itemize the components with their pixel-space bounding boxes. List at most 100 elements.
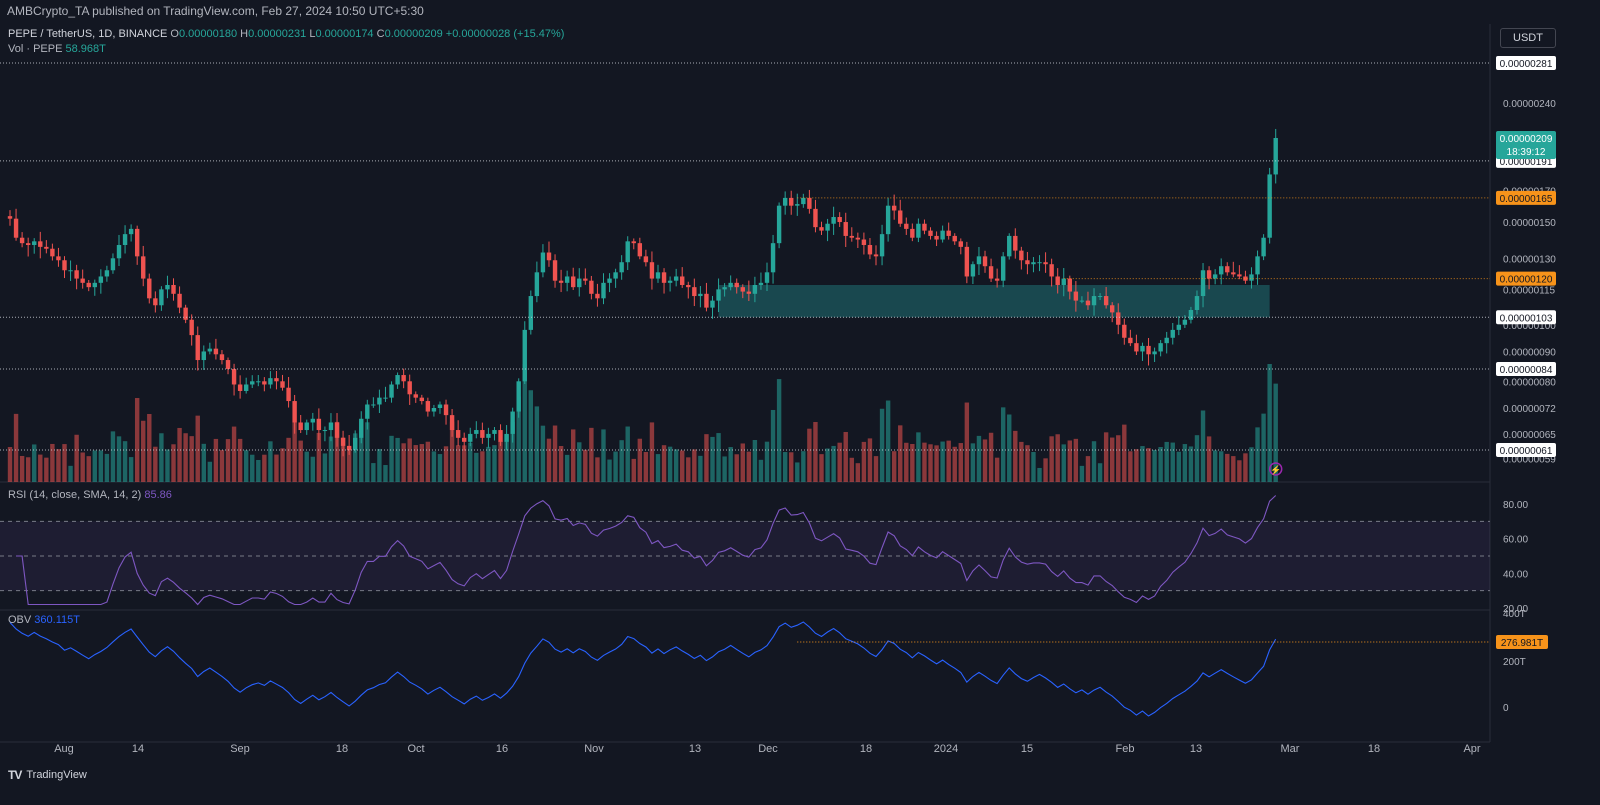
candle-body bbox=[1219, 266, 1224, 275]
volume-bar bbox=[558, 446, 564, 482]
candle-body bbox=[770, 243, 776, 273]
candle-body bbox=[310, 418, 315, 423]
candle-body bbox=[801, 197, 806, 205]
volume-bar bbox=[32, 444, 37, 482]
level-label-box bbox=[1496, 310, 1556, 325]
candle-body bbox=[262, 381, 267, 385]
candle-body bbox=[619, 262, 624, 273]
candle-body bbox=[1037, 262, 1042, 264]
volume-bar bbox=[1255, 427, 1260, 482]
candle-body bbox=[44, 246, 49, 249]
volume-bar bbox=[922, 442, 927, 482]
volume-bar bbox=[789, 452, 794, 482]
volume-bar bbox=[861, 441, 867, 482]
volume-bar bbox=[243, 450, 249, 482]
time-tick-label: 13 bbox=[1190, 743, 1202, 755]
volume-bar bbox=[1043, 458, 1048, 482]
rsi-legend[interactable]: RSI (14, close, SMA, 14, 2) 85.86 bbox=[8, 489, 172, 501]
volume-bar bbox=[813, 422, 818, 482]
candle-body bbox=[625, 241, 630, 263]
volume-bar bbox=[231, 426, 237, 482]
candle-body bbox=[1109, 305, 1115, 313]
candle-body bbox=[1007, 235, 1012, 257]
volume-bar bbox=[667, 446, 673, 482]
volume-bar bbox=[1225, 453, 1230, 482]
volume-bar bbox=[1188, 446, 1194, 482]
candle-body bbox=[280, 381, 285, 388]
volume-bar bbox=[964, 402, 970, 482]
volume-bar bbox=[177, 427, 182, 482]
candle-body bbox=[134, 228, 140, 257]
candle-body bbox=[1182, 319, 1188, 325]
candle-body bbox=[577, 278, 582, 288]
chart-canvas[interactable]: ⚡ 0.000002400.000001700.000001500.000001… bbox=[0, 24, 1600, 805]
candle-body bbox=[673, 276, 679, 281]
level-label-box bbox=[1496, 190, 1556, 205]
volume-bar bbox=[692, 449, 697, 482]
candle-body bbox=[522, 329, 527, 382]
volume-bar bbox=[988, 432, 994, 482]
volume-bar bbox=[571, 429, 576, 482]
tradingview-brand[interactable]: TV TradingView bbox=[8, 768, 87, 782]
candle-body bbox=[286, 387, 291, 402]
low-label: L bbox=[309, 28, 316, 40]
volume-bar bbox=[873, 456, 879, 482]
volume-legend[interactable]: Vol · PEPE 58.968T bbox=[8, 43, 106, 55]
candle-body bbox=[704, 293, 709, 308]
volume-bar bbox=[104, 453, 110, 482]
volume-bar bbox=[904, 442, 909, 482]
candle-body bbox=[952, 235, 957, 242]
obv-value: 360.115T bbox=[34, 614, 80, 626]
volume-bar bbox=[407, 438, 412, 482]
candle-body bbox=[1013, 235, 1018, 251]
currency-button[interactable]: USDT bbox=[1500, 28, 1556, 48]
volume-bar bbox=[583, 449, 588, 482]
time-tick-label: Nov bbox=[584, 743, 604, 755]
candle-body bbox=[922, 223, 927, 231]
candle-body bbox=[843, 222, 848, 236]
candle-body bbox=[419, 397, 425, 402]
volume-bar bbox=[631, 458, 636, 482]
candle-body bbox=[292, 401, 297, 423]
price-tick-label: 0.00000150 bbox=[1503, 218, 1556, 229]
volume-bar bbox=[516, 396, 521, 482]
volume-bar bbox=[425, 441, 431, 482]
volume-bar bbox=[92, 450, 97, 482]
volume-bar bbox=[474, 452, 479, 482]
obv-level-box bbox=[1496, 635, 1548, 649]
candle-body bbox=[25, 243, 31, 246]
candle-body bbox=[455, 430, 461, 438]
volume-bar bbox=[837, 442, 842, 482]
volume-bar bbox=[134, 398, 140, 482]
time-tick-label: 13 bbox=[689, 743, 701, 755]
candle-body bbox=[710, 300, 715, 308]
volume-bar bbox=[1085, 456, 1091, 482]
volume-bar bbox=[213, 438, 219, 482]
obv-legend[interactable]: OBV 360.115T bbox=[8, 614, 80, 626]
volume-bar bbox=[595, 457, 600, 482]
current-price-box bbox=[1496, 130, 1556, 159]
candle-body bbox=[964, 246, 970, 277]
volume-bar bbox=[128, 457, 134, 482]
candle-body bbox=[686, 284, 691, 288]
volume-bar bbox=[1025, 445, 1030, 482]
volume-bar bbox=[855, 463, 861, 482]
close-label: C bbox=[376, 28, 385, 40]
volume-bar bbox=[189, 436, 194, 482]
candle-body bbox=[298, 422, 303, 431]
candle-body bbox=[898, 210, 903, 224]
volume-bar bbox=[62, 444, 67, 482]
volume-bar bbox=[486, 446, 491, 482]
volume-bar bbox=[1007, 414, 1012, 482]
volume-bar bbox=[782, 452, 788, 482]
price-tick-label: 0.00000115 bbox=[1503, 285, 1556, 296]
candle-body bbox=[879, 234, 885, 257]
candle-body bbox=[231, 368, 237, 385]
candle-body bbox=[916, 223, 921, 238]
candle-body bbox=[62, 260, 67, 271]
symbol-legend[interactable]: PEPE / TetherUS, 1D, BINANCE O0.00000180… bbox=[8, 28, 564, 40]
time-tick-label: Oct bbox=[407, 743, 424, 755]
volume-bar bbox=[970, 443, 976, 482]
chart-frame[interactable]: ⚡ 0.000002400.000001700.000001500.000001… bbox=[0, 24, 1600, 805]
